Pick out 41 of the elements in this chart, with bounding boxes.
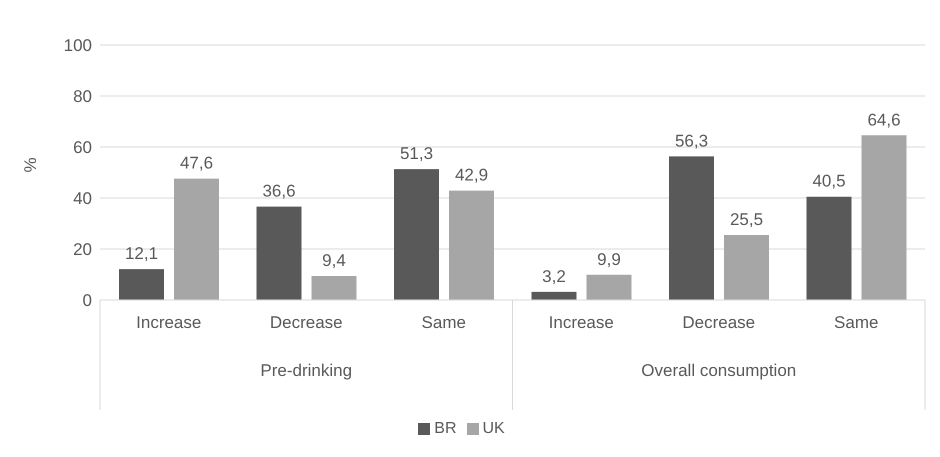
bar — [862, 135, 906, 300]
bar — [174, 178, 219, 300]
y-tick-label: 100 — [64, 36, 92, 56]
x-tick-label: Same — [834, 313, 878, 332]
bar — [119, 269, 164, 300]
legend-label: BR — [434, 420, 456, 437]
bar — [394, 169, 439, 300]
data-label: 51,3 — [400, 144, 434, 164]
y-tick-label: 80 — [73, 87, 92, 106]
bar — [724, 234, 769, 300]
bar — [532, 292, 576, 300]
text: Overall consumption — [641, 361, 796, 380]
y-tick-label: 60 — [73, 138, 92, 158]
data-label: 56,3 — [674, 131, 708, 150]
data-label: 25,5 — [730, 210, 764, 229]
bar — [256, 206, 302, 300]
y-tick-label: 20 — [73, 240, 92, 260]
data-label: 9,4 — [322, 251, 346, 270]
x-tick-label: Decrease — [270, 313, 343, 332]
data-label: 40,5 — [812, 172, 846, 191]
bar — [669, 156, 714, 300]
bar — [586, 274, 632, 300]
y-axis-title: % — [21, 157, 40, 172]
x-tick-label: Same — [422, 313, 466, 332]
bar — [806, 196, 852, 300]
bar — [449, 190, 494, 300]
data-label: 12,1 — [124, 244, 158, 264]
y-tick-label: 0 — [82, 291, 92, 310]
x-tick-label: Increase — [548, 313, 614, 332]
bar — [312, 276, 356, 300]
legend-label: UK — [482, 420, 505, 437]
text: Pre-drinking — [260, 361, 352, 380]
data-label: 3,2 — [542, 266, 566, 286]
y-tick-label: 40 — [73, 189, 92, 208]
data-label: 9,9 — [597, 250, 621, 269]
x-tick-label: Decrease — [682, 313, 756, 332]
x-tick-label: Increase — [136, 313, 202, 332]
data-label: 64,6 — [867, 110, 901, 130]
data-label: 42,9 — [454, 166, 488, 185]
data-label: 47,6 — [180, 154, 214, 173]
data-label: 36,6 — [262, 182, 296, 201]
